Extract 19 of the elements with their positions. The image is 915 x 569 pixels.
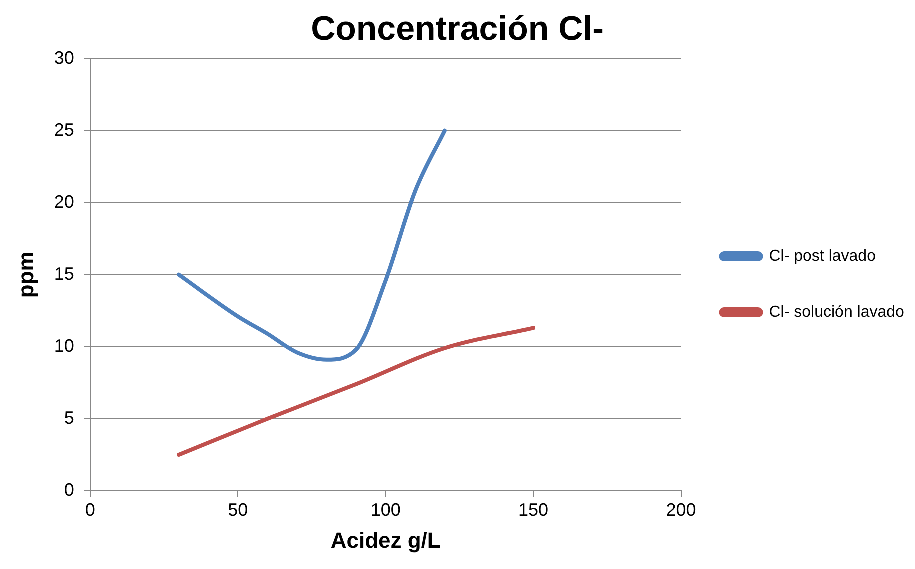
y-tick-label: 0 [64, 480, 74, 500]
y-tick-label: 20 [54, 192, 74, 212]
chart-title: Concentración Cl- [311, 10, 604, 48]
legend-label: Cl- post lavado [769, 248, 876, 265]
legend-label: Cl- solución lavado [769, 304, 905, 321]
y-tick-label: 25 [54, 120, 74, 140]
x-tick-label: 200 [666, 500, 696, 520]
x-tick-label: 100 [370, 500, 401, 520]
y-tick-label: 10 [54, 336, 74, 356]
y-axis-title: ppm [13, 252, 38, 298]
line-series [177, 128, 447, 362]
y-tick-label: 30 [54, 48, 74, 68]
y-tick-label: 15 [54, 264, 74, 284]
line-series [177, 326, 536, 457]
x-axis-title: Acidez g/L [330, 528, 441, 553]
y-tick-label: 5 [64, 408, 74, 428]
x-tick-label: 150 [518, 500, 549, 520]
x-tick-label: 50 [228, 500, 248, 520]
x-tick-label: 0 [85, 500, 96, 520]
